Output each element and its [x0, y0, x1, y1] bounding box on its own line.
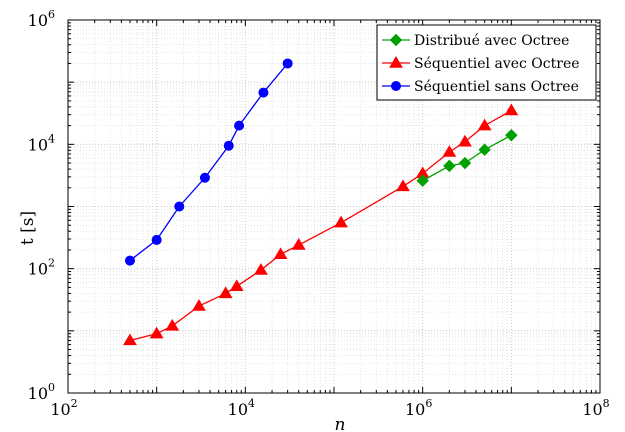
data-point	[123, 333, 137, 346]
data-point	[334, 215, 348, 228]
legend-box	[376, 24, 597, 101]
data-point	[505, 129, 518, 142]
data-point	[124, 255, 135, 266]
data-point	[396, 179, 410, 192]
data-point	[443, 159, 456, 173]
data-point	[442, 145, 457, 157]
series-line	[129, 63, 289, 262]
legend-label: Distribué avec Octree	[414, 33, 569, 49]
y-tick-label: 102	[28, 257, 55, 279]
y-tick-label: 106	[28, 8, 55, 30]
data-point	[458, 156, 472, 170]
data-point	[223, 140, 234, 151]
data-point	[254, 263, 268, 275]
series-diamond	[416, 129, 518, 187]
data-point	[291, 238, 306, 250]
legend-entry: Séquentiel avec Octree	[382, 56, 580, 72]
data-point	[199, 172, 210, 183]
x-tick-label: 102	[50, 397, 77, 419]
legend-label: Séquentiel avec Octree	[414, 56, 580, 72]
data-point	[258, 87, 269, 98]
x-tick-label: 104	[228, 397, 255, 419]
data-point	[229, 279, 244, 292]
data-point	[165, 318, 180, 331]
data-point	[234, 120, 245, 131]
data-point	[477, 118, 492, 131]
ticks	[67, 19, 601, 394]
data-point	[504, 103, 519, 116]
data-point	[478, 143, 491, 156]
data-point	[149, 326, 164, 339]
data-point	[282, 58, 293, 69]
y-axis-label: t [s]	[18, 211, 38, 245]
legend-entry: Distribué avec Octree	[382, 33, 569, 49]
legend: Distribué avec Octree Séquentiel avec Oct…	[376, 24, 597, 101]
x-tick-label: 108	[582, 397, 609, 419]
data-point	[218, 286, 233, 299]
grid	[68, 20, 600, 393]
x-tick-label: 106	[405, 397, 432, 419]
legend-label: Séquentiel sans Octree	[414, 79, 579, 95]
series-circle	[124, 58, 293, 266]
data-point	[416, 174, 429, 187]
x-axis-label: n	[335, 415, 346, 432]
series-line	[129, 109, 512, 342]
y-tick-label: 104	[28, 132, 55, 154]
legend-marker	[389, 56, 403, 68]
data-point	[151, 234, 162, 245]
y-tick-label: 100	[28, 381, 55, 403]
data-point	[192, 299, 206, 311]
legend-marker	[391, 81, 401, 91]
data-point	[273, 247, 288, 260]
data-point	[174, 201, 185, 212]
data-point	[458, 134, 472, 147]
legend-marker	[389, 33, 403, 47]
legend-entry: Séquentiel sans Octree	[382, 79, 579, 95]
series-layer	[123, 58, 519, 346]
